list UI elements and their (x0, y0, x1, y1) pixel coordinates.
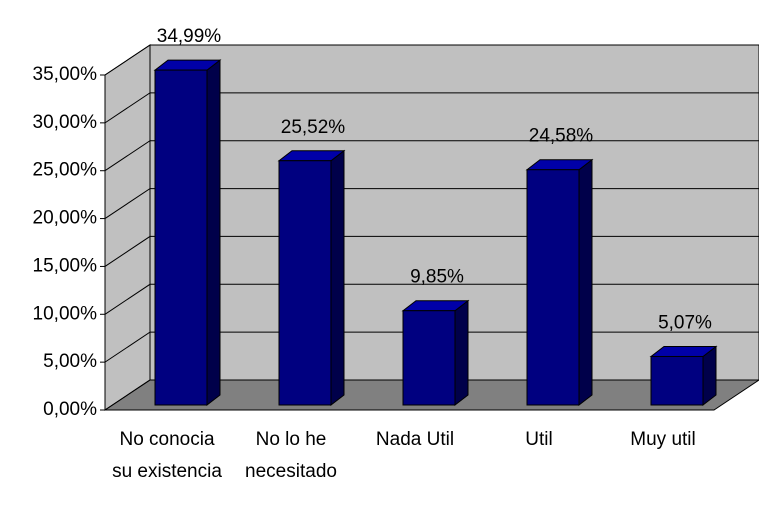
x-tick-label: No lo he necesitado (245, 429, 337, 482)
grid-line (104, 44, 759, 76)
bar-side (454, 299, 469, 407)
bar (277, 149, 346, 407)
y-tick-label: 5,00% (43, 351, 97, 372)
y-tick-label: 35,00% (33, 64, 98, 85)
bar (649, 345, 718, 407)
data-label: 25,52% (281, 117, 346, 138)
bar (153, 59, 222, 407)
x-tick-line: Util (525, 429, 552, 450)
y-tick-label: 30,00% (33, 112, 98, 133)
y-tick-label: 25,00% (33, 160, 98, 181)
data-label: 34,99% (157, 26, 222, 47)
grid-line (104, 140, 759, 172)
bar-side (578, 158, 593, 407)
y-tick-label: 10,00% (33, 303, 98, 324)
grid-line (104, 92, 759, 124)
bar-side (330, 149, 345, 407)
bar-front (526, 169, 580, 406)
x-tick-label: No conocia su existencia (112, 429, 222, 482)
data-label: 9,85% (410, 267, 464, 288)
x-tick-line: No lo he (256, 429, 327, 450)
bar (401, 299, 470, 407)
y-tick-label: 15,00% (33, 255, 98, 276)
bar-front (650, 355, 704, 406)
y-tick-label: 0,00% (43, 399, 97, 420)
bar-front (402, 310, 456, 406)
bar-side (206, 59, 221, 407)
x-tick-line: No conocia (119, 429, 214, 450)
side-wall (104, 44, 151, 411)
bar (525, 158, 594, 407)
bar-front (278, 160, 332, 406)
y-tick-label: 20,00% (33, 208, 98, 229)
x-tick-label: Util (525, 429, 552, 450)
data-label: 5,07% (658, 312, 712, 333)
x-tick-label: Nada Util (376, 429, 454, 450)
x-tick-line: Nada Util (376, 429, 454, 450)
bar-front (154, 69, 208, 406)
x-tick-line: su existencia (112, 461, 222, 482)
x-tick-line: Muy util (630, 429, 695, 450)
x-tick-line: necesitado (245, 461, 337, 482)
data-label: 24,58% (529, 126, 594, 147)
x-tick-label: Muy util (630, 429, 695, 450)
